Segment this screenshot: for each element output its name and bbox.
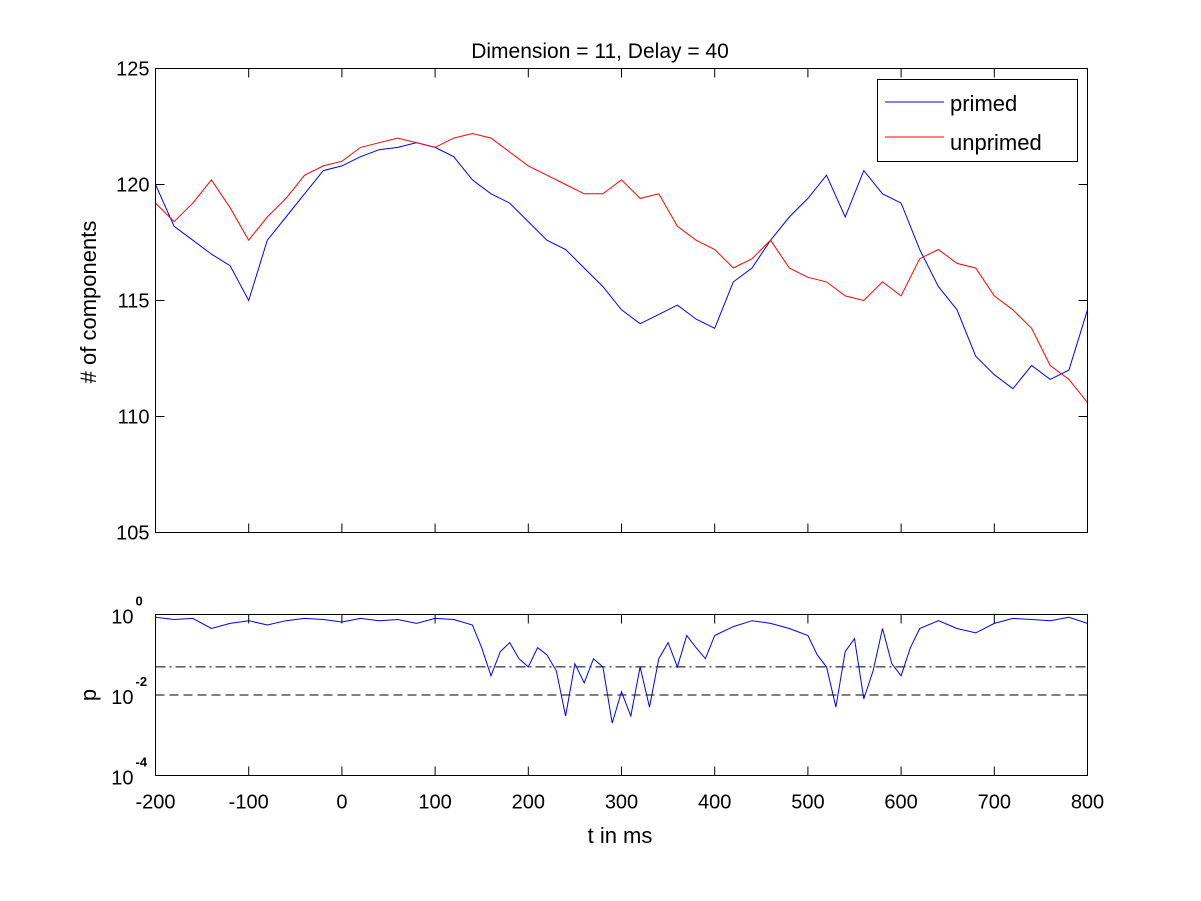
log-y-tick-base: 10 — [111, 768, 133, 790]
series-line-primed — [155, 142, 1088, 390]
y-tick-label: 115 — [118, 291, 150, 313]
x-tick-label: 700 — [978, 792, 1011, 814]
log-y-tick-base: 10 — [111, 607, 133, 629]
bottom-plot-frame — [155, 614, 1088, 776]
reference-lines-layer — [155, 666, 1088, 696]
x-tick-label: 300 — [605, 792, 638, 814]
x-tick-label: 400 — [698, 792, 731, 814]
top-series-layer — [155, 132, 1088, 403]
y-tick-label: 120 — [116, 175, 149, 197]
x-tick-label: -200 — [135, 792, 175, 814]
top-plot-frame — [155, 68, 1088, 533]
log-y-tick-exponent: 0 — [136, 594, 143, 609]
bottom-y-axis-label: p — [76, 689, 101, 701]
x-tick-label: 0 — [336, 792, 347, 814]
bottom-panel: p t in ms -200 -100 0 100 200 300 400 500 600 700… — [76, 594, 1104, 849]
top-ticks-layer: 105 110 115 120 125 — [116, 59, 1088, 545]
y-tick-label: 110 — [118, 407, 150, 429]
legend: primed unprimed — [877, 79, 1078, 162]
x-tick-label: 200 — [512, 792, 545, 814]
x-axis-label: t in ms — [588, 823, 653, 848]
chart-title: Dimension = 11, Delay = 40 — [471, 40, 729, 63]
p-value-line — [155, 616, 1088, 724]
top-panel: Dimension = 11, Delay = 40 # of componen… — [76, 40, 1088, 545]
x-tick-label: -100 — [229, 792, 269, 814]
y-tick-label: 105 — [116, 523, 149, 545]
top-y-axis-label: # of components — [76, 221, 101, 384]
legend-label-unprimed: unprimed — [950, 130, 1042, 155]
x-tick-label: 800 — [1071, 792, 1104, 814]
log-y-tick-exponent: -2 — [136, 674, 148, 689]
log-y-tick-exponent: -4 — [136, 755, 148, 770]
x-tick-label: 600 — [884, 792, 917, 814]
bottom-ticks-layer: -200 -100 0 100 200 300 400 500 600 700 80010-410-… — [111, 594, 1104, 814]
series-line-unprimed — [155, 132, 1088, 403]
legend-box — [877, 79, 1078, 162]
log-y-tick-base: 10 — [111, 687, 133, 709]
x-tick-label: 500 — [791, 792, 824, 814]
y-tick-label: 125 — [116, 59, 149, 81]
bottom-series-layer — [155, 616, 1088, 724]
x-tick-label: 100 — [418, 792, 451, 814]
legend-label-primed: primed — [950, 91, 1017, 116]
